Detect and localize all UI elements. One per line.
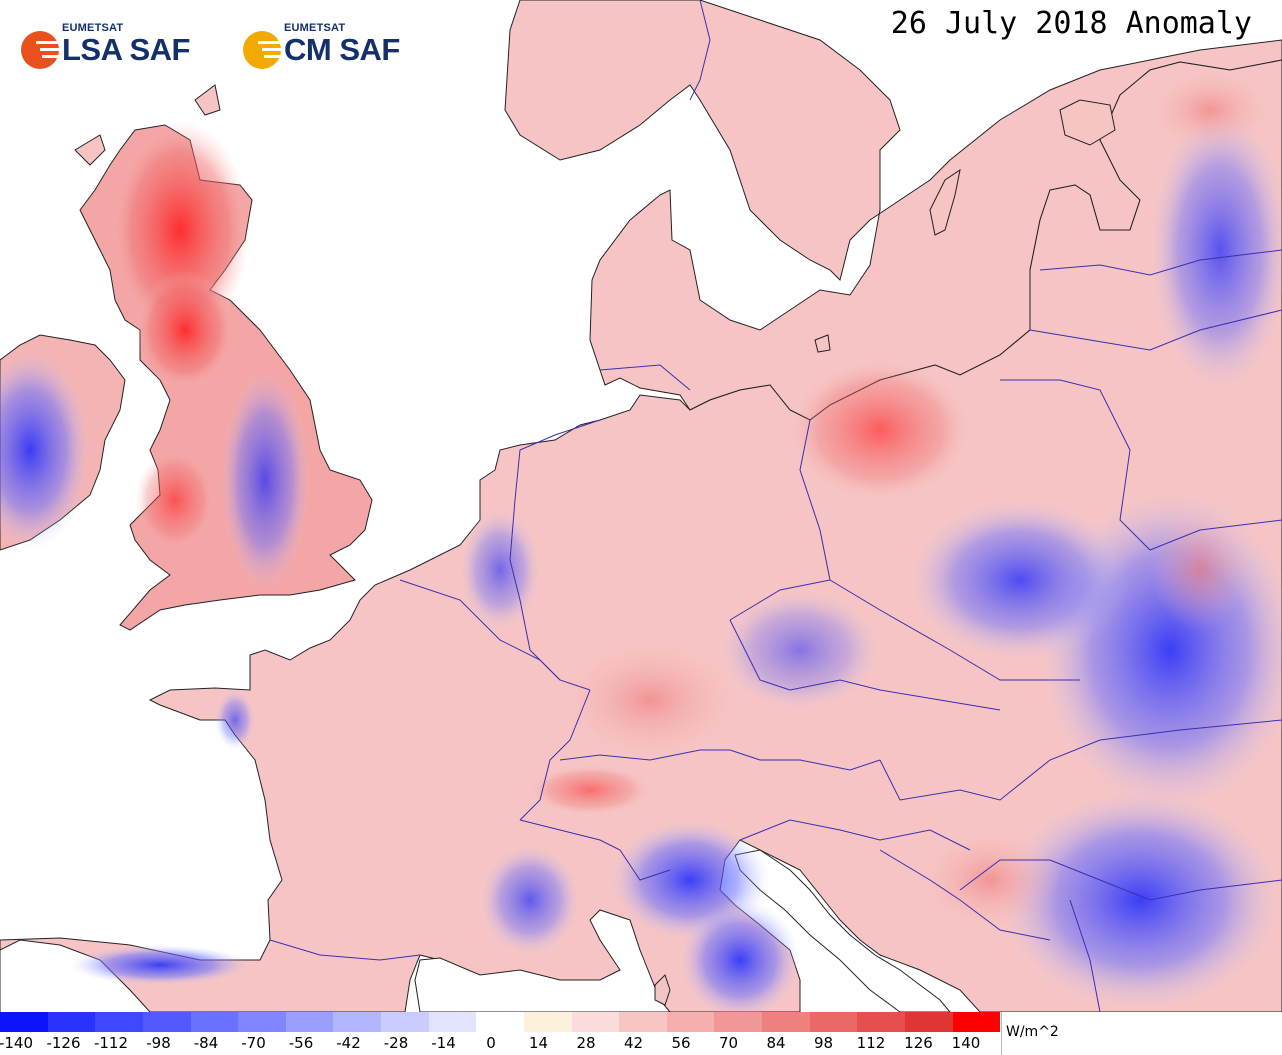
anomaly-finland-red <box>1150 70 1270 150</box>
colorbar-tick-label: 56 <box>671 1034 691 1052</box>
colorbar-segment <box>238 1012 286 1032</box>
colorbar-segment <box>809 1012 858 1032</box>
anomaly-hungary-red <box>920 830 1060 930</box>
anomaly-italy-blue <box>680 900 800 1020</box>
islands <box>74 84 1116 353</box>
anomaly-baltic-blue <box>1150 110 1282 390</box>
colorbar-segment <box>0 1012 48 1032</box>
colorbar-tick-label: 0 <box>486 1034 496 1052</box>
colorbar-tick-label: -112 <box>93 1034 129 1052</box>
colorbar-segment <box>714 1012 762 1032</box>
colorbar-tick-label: -14 <box>431 1034 456 1052</box>
country-borders <box>269 0 1282 1013</box>
cm-saf-logo: EUMETSAT CM SAF <box>240 18 430 78</box>
anomaly-poland-blue <box>910 500 1130 660</box>
colorbar-tick-label: 84 <box>766 1034 786 1052</box>
anomaly-ukraine-red <box>1150 510 1250 630</box>
colorbar-tick-label: 98 <box>813 1034 834 1052</box>
colorbar-tick-label: -84 <box>193 1034 219 1052</box>
colorbar-segment <box>666 1012 715 1032</box>
lsa-saf-org-label: EUMETSAT <box>62 22 124 34</box>
colorbar-tick-label: 140 <box>951 1034 981 1052</box>
colorbar-segment <box>190 1012 239 1032</box>
colorbar-segment <box>762 1012 810 1032</box>
anomaly-pyrenees-blue <box>70 945 250 985</box>
colorbar-tick-label: -42 <box>336 1034 361 1052</box>
anomaly-poland-north <box>790 360 970 500</box>
lsa-saf-logo: EUMETSAT LSA SAF <box>18 18 208 78</box>
anomaly-rhone-blue <box>480 845 580 955</box>
anomaly-england-blue <box>220 370 310 590</box>
sea-adriatic <box>734 849 952 1013</box>
anomaly-czech-blue <box>720 590 880 710</box>
colorbar-scale <box>0 1012 1001 1032</box>
land-corsica <box>654 974 671 1006</box>
colorbar: -140 -126 -112 -98 -84 -70 -56 -42 -28 -14 0 14 28 42… <box>0 1012 1282 1055</box>
cm-saf-org-label: EUMETSAT <box>284 22 346 34</box>
anomaly-switzerland <box>530 765 650 815</box>
colorbar-tick-label: -28 <box>383 1034 409 1052</box>
cm-saf-logo-icon <box>243 31 284 69</box>
anomaly-northern-england <box>135 270 235 390</box>
colorbar-tick-label: 70 <box>718 1034 739 1052</box>
colorbar-segment <box>142 1012 191 1032</box>
colorbar-segment <box>619 1012 667 1032</box>
colorbar-segment <box>476 1012 524 1032</box>
colorbar-tick-label: 28 <box>576 1034 596 1052</box>
map-title: 26 July 2018 Anomaly <box>886 6 1256 41</box>
colorbar-segment <box>47 1012 96 1032</box>
colorbar-segment <box>95 1012 143 1032</box>
colorbar-segment <box>571 1012 620 1032</box>
lsa-saf-name-label: LSA SAF <box>62 32 190 67</box>
anomaly-ireland-west <box>0 350 90 550</box>
colorbar-tick-label: -70 <box>241 1034 266 1052</box>
colorbar-tick-label: 112 <box>856 1034 886 1052</box>
cm-saf-name-label: CM SAF <box>284 32 400 67</box>
sea-mediterranean <box>414 909 672 1013</box>
anomaly-germany-south <box>560 640 740 760</box>
lsa-saf-logo-icon <box>21 31 62 69</box>
colorbar-tick-labels: -140 -126 -112 -98 -84 -70 -56 -42 -28 -14 0 14 28 42… <box>0 1034 1000 1054</box>
colorbar-segment <box>904 1012 953 1032</box>
colorbar-tick-label: -126 <box>46 1034 81 1052</box>
colorbar-segment <box>857 1012 905 1032</box>
colorbar-segment <box>285 1012 334 1032</box>
colorbar-tick-label: 42 <box>623 1034 644 1052</box>
colorbar-unit: W/m^2 <box>1001 1012 1061 1055</box>
colorbar-segment <box>523 1012 572 1032</box>
colorbar-tick-label: 126 <box>904 1034 933 1052</box>
colorbar-tick-label: -98 <box>146 1034 171 1052</box>
colorbar-tick-label: 14 <box>528 1034 549 1052</box>
colorbar-tick-label: -140 <box>0 1034 34 1052</box>
anomaly-balkans-blue <box>1000 790 1280 1010</box>
anomaly-wales <box>135 450 215 550</box>
colorbar-segment <box>381 1012 429 1032</box>
colorbar-segment <box>952 1012 1001 1032</box>
anomaly-brittany-blue <box>215 690 255 750</box>
colorbar-segment <box>428 1012 477 1032</box>
colorbar-tick-label: -56 <box>288 1034 314 1052</box>
colorbar-segment <box>333 1012 381 1032</box>
